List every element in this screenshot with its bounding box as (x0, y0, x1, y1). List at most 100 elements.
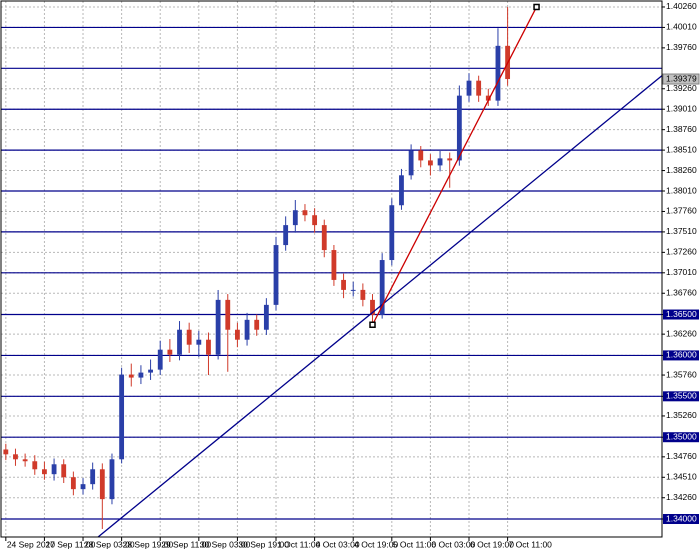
trendline (97, 75, 663, 538)
candle-body (22, 459, 28, 462)
y-tick-label: 1.35260 (666, 410, 697, 420)
candle-body (61, 464, 67, 478)
level-label-box (663, 350, 699, 361)
candle-body (167, 349, 173, 355)
y-tick-label: 1.39010 (666, 103, 697, 113)
candle-body (263, 304, 269, 330)
y-tick-label: 1.38510 (666, 144, 697, 154)
y-tick-label: 1.39760 (666, 42, 697, 52)
candle-body (254, 319, 260, 330)
candle-body (3, 449, 9, 455)
candle-body (273, 245, 279, 305)
plot-frame (0, 0, 663, 538)
candle-body (148, 369, 153, 373)
candle-body (99, 469, 105, 500)
y-tick-label: 1.36000 (666, 350, 697, 360)
x-tick-label: 29 Sep 11:00 (161, 539, 211, 549)
candle-body (80, 484, 86, 490)
candle-body (283, 225, 289, 246)
candle-body (360, 289, 366, 300)
candle-body (70, 477, 76, 490)
candle-body (331, 250, 337, 280)
candle-body (485, 95, 491, 101)
x-tick-label: 5 Oct 11:00 (393, 539, 437, 549)
candle-body (51, 464, 57, 475)
y-tick-label: 1.37760 (666, 206, 697, 216)
y-tick-label: 1.34760 (666, 451, 697, 461)
last-price-label: 1.39379 (666, 73, 697, 83)
candle-body (466, 80, 472, 96)
y-tick-label: 1.36760 (666, 288, 697, 298)
candle-body (476, 80, 482, 96)
x-tick-label: 30 Sep 19:00 (238, 539, 289, 549)
level-label-box (663, 391, 699, 402)
y-tick-label: 1.40260 (666, 1, 697, 11)
candle-body (447, 158, 453, 161)
candle-body (495, 45, 501, 101)
x-tick-label: 4 Oct 03:00 (316, 539, 360, 549)
y-tick-label: 1.35500 (666, 391, 697, 401)
x-tick-label: 27 Sep 11:00 (45, 539, 95, 549)
y-tick-label: 1.38010 (666, 185, 697, 195)
candle-body (302, 210, 308, 216)
candle-body (379, 260, 385, 315)
y-tick-label: 1.36260 (666, 328, 697, 338)
candle-body (42, 469, 47, 475)
level-label-box (663, 514, 699, 525)
candle-body (399, 175, 404, 206)
y-tick-label: 1.39260 (666, 83, 697, 93)
candle-body (196, 339, 202, 345)
y-tick-label: 1.40010 (666, 22, 697, 32)
candle-body (215, 299, 221, 355)
candle-body (341, 279, 346, 290)
candle-body (312, 215, 318, 226)
candle-body (437, 158, 443, 166)
candle-body (206, 339, 211, 355)
candle-body (321, 225, 327, 251)
candle-body (456, 95, 462, 161)
level-label-box (663, 309, 699, 320)
candle-body (32, 461, 38, 470)
candle-body (157, 349, 163, 370)
y-tick-label: 1.35760 (666, 369, 697, 379)
candle-body (370, 299, 375, 315)
x-tick-label: 30 Sep 03:00 (200, 539, 251, 549)
candle-body (389, 205, 395, 261)
level-label-box (663, 432, 699, 443)
trendline-anchor (369, 321, 376, 328)
candle-body (13, 454, 18, 460)
y-tick-label: 1.36500 (666, 309, 697, 319)
x-tick-label: 6 Oct 03:00 (431, 539, 475, 549)
y-tick-label: 1.37010 (666, 267, 697, 277)
candle-body (109, 459, 115, 500)
candle-body (418, 150, 424, 161)
x-tick-label: 6 Oct 19:00 (470, 539, 514, 549)
y-tick-label: 1.38260 (666, 165, 697, 175)
candle-body (138, 372, 144, 378)
candle-body (235, 329, 240, 340)
candle-body (186, 329, 192, 345)
candle-body (225, 299, 231, 330)
y-tick-label: 1.34000 (666, 513, 697, 523)
candle-body (244, 319, 250, 340)
x-tick-label: 24 Sep 2010 (7, 539, 55, 549)
y-tick-label: 1.34510 (666, 472, 697, 482)
candle-body (408, 150, 414, 176)
candle-body (350, 289, 356, 291)
x-tick-label: 28 Sep 19:00 (123, 539, 174, 549)
candle-body (90, 469, 96, 485)
trendline-anchor (533, 3, 540, 11)
x-tick-label: 28 Sep 03:00 (84, 539, 135, 549)
x-tick-label: 7 Oct 11:00 (509, 539, 553, 549)
y-tick-label: 1.37260 (666, 247, 697, 257)
y-tick-label: 1.35000 (666, 431, 697, 441)
y-tick-label: 1.34260 (666, 492, 697, 502)
candle-body (128, 374, 134, 378)
candle-body (177, 329, 182, 355)
candle-body (427, 160, 433, 166)
x-tick-label: 4 Oct 19:00 (354, 539, 398, 549)
candle-body (119, 374, 125, 460)
y-tick-label: 1.38760 (666, 124, 697, 134)
